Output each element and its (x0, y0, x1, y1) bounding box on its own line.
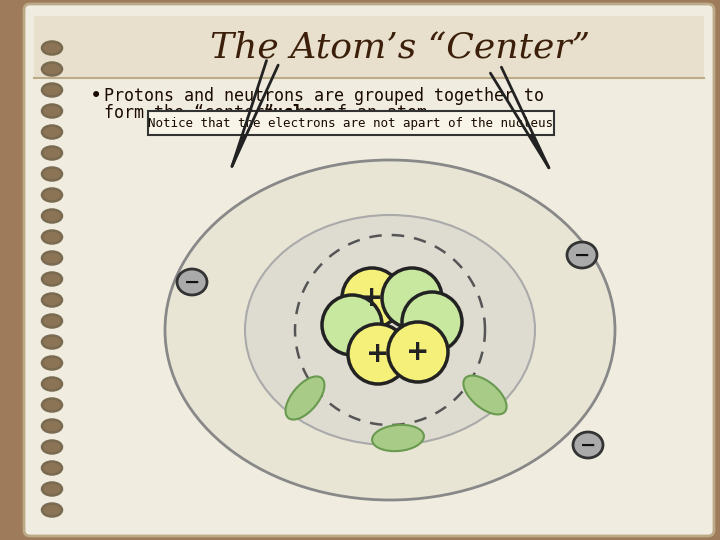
Ellipse shape (42, 42, 62, 55)
Text: Protons and neutrons are grouped together to: Protons and neutrons are grouped togethe… (104, 87, 544, 105)
Ellipse shape (42, 105, 62, 118)
Ellipse shape (42, 441, 62, 454)
Text: −: − (574, 246, 590, 265)
Ellipse shape (42, 188, 62, 201)
Text: +: + (406, 338, 430, 366)
Ellipse shape (42, 146, 62, 159)
Circle shape (402, 292, 462, 352)
Ellipse shape (245, 215, 535, 445)
Ellipse shape (372, 425, 424, 451)
Circle shape (342, 268, 402, 328)
FancyBboxPatch shape (24, 4, 714, 536)
Ellipse shape (165, 160, 615, 500)
Ellipse shape (286, 376, 325, 420)
Ellipse shape (42, 399, 62, 411)
Ellipse shape (42, 356, 62, 369)
Circle shape (322, 295, 382, 355)
Text: of an atom.: of an atom. (317, 104, 437, 122)
Circle shape (348, 324, 408, 384)
Ellipse shape (42, 294, 62, 307)
Ellipse shape (42, 252, 62, 265)
Bar (34, 16, 704, 78)
Ellipse shape (42, 210, 62, 222)
Ellipse shape (42, 125, 62, 138)
Text: form the “center” or: form the “center” or (104, 104, 314, 122)
Ellipse shape (177, 269, 207, 295)
Text: −: − (580, 435, 596, 455)
Text: −: − (184, 273, 200, 292)
Ellipse shape (573, 432, 603, 458)
Ellipse shape (42, 273, 62, 286)
Ellipse shape (42, 314, 62, 327)
Text: nucleus: nucleus (264, 104, 333, 122)
Text: •: • (90, 86, 102, 106)
Ellipse shape (42, 63, 62, 76)
Ellipse shape (567, 242, 597, 268)
Ellipse shape (42, 231, 62, 244)
Text: +: + (366, 340, 390, 368)
Ellipse shape (42, 84, 62, 97)
Circle shape (382, 268, 442, 328)
Ellipse shape (42, 335, 62, 348)
Ellipse shape (464, 375, 507, 415)
Ellipse shape (42, 167, 62, 180)
Ellipse shape (42, 462, 62, 475)
Text: The Atom’s “Center”: The Atom’s “Center” (210, 31, 590, 65)
Ellipse shape (42, 420, 62, 433)
FancyBboxPatch shape (148, 111, 554, 135)
Ellipse shape (42, 503, 62, 516)
Text: +: + (360, 284, 384, 312)
Ellipse shape (42, 483, 62, 496)
Circle shape (388, 322, 448, 382)
Ellipse shape (42, 377, 62, 390)
Text: Notice that the electrons are not apart of the nucleus: Notice that the electrons are not apart … (148, 117, 554, 130)
